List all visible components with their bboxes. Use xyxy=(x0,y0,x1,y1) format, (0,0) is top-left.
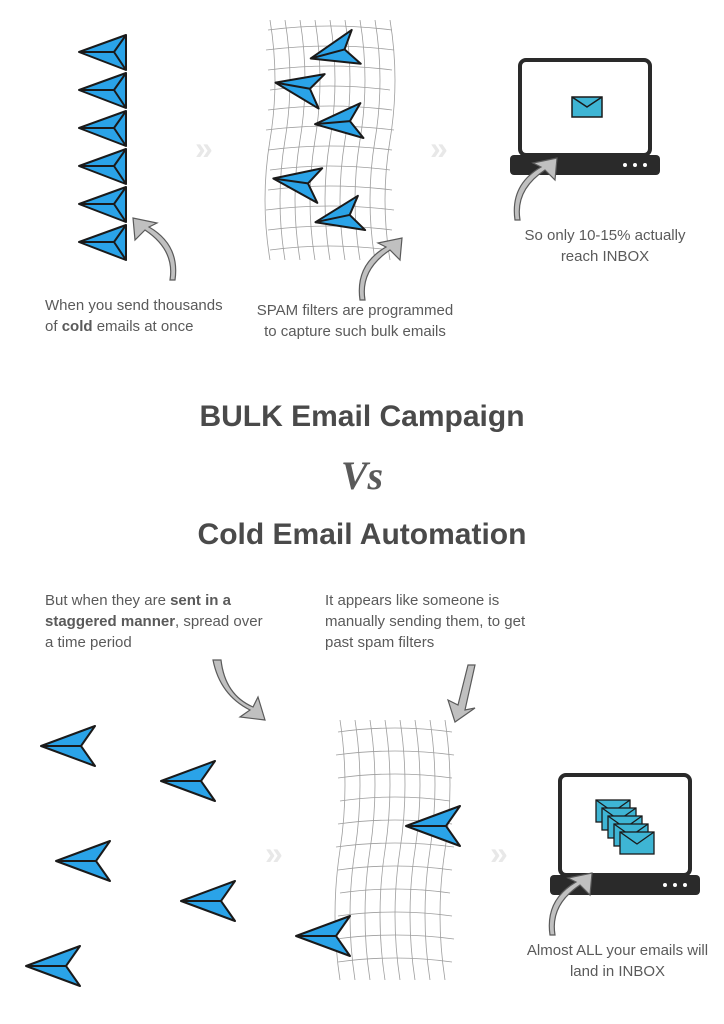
plane-icon xyxy=(50,835,120,887)
curved-arrow-icon xyxy=(510,155,570,225)
curved-arrow-icon xyxy=(205,655,275,730)
plane-icon xyxy=(290,910,360,962)
plane-icon xyxy=(175,875,245,927)
straight-arrow-icon xyxy=(430,660,490,725)
curved-arrow-icon xyxy=(355,235,415,305)
caption-text: emails at once xyxy=(93,318,194,335)
caption-reach-inbox: So only 10-15% actually reach INBOX xyxy=(520,225,690,267)
curved-arrow-icon xyxy=(125,215,185,285)
caption-staggered: But when they are sent in a staggered ma… xyxy=(45,590,275,653)
caption-text: But when they are xyxy=(45,592,170,609)
curved-arrow-icon xyxy=(545,870,605,940)
title-vs: Vs xyxy=(0,452,724,499)
plane-icon xyxy=(155,755,225,807)
title-bulk: BULK Email Campaign xyxy=(0,400,724,434)
caption-all-inbox: Almost ALL your emails will land in INBO… xyxy=(525,940,710,982)
plane-icon xyxy=(20,940,90,992)
caption-text-bold: cold xyxy=(62,318,93,335)
chevron-icon: » xyxy=(430,130,442,167)
plane-icon xyxy=(35,720,105,772)
caption-bulk-send: When you send thousands of cold emails a… xyxy=(45,295,225,337)
plane-icon xyxy=(308,97,372,147)
plane-icon xyxy=(400,800,470,852)
chevron-icon: » xyxy=(195,130,207,167)
title-cold: Cold Email Automation xyxy=(0,518,724,552)
chevron-icon: » xyxy=(490,835,502,872)
caption-appears-manual: It appears like someone is manually send… xyxy=(325,590,545,653)
chevron-icon: » xyxy=(265,835,277,872)
caption-spam-filter: SPAM filters are programmed to capture s… xyxy=(255,300,455,342)
